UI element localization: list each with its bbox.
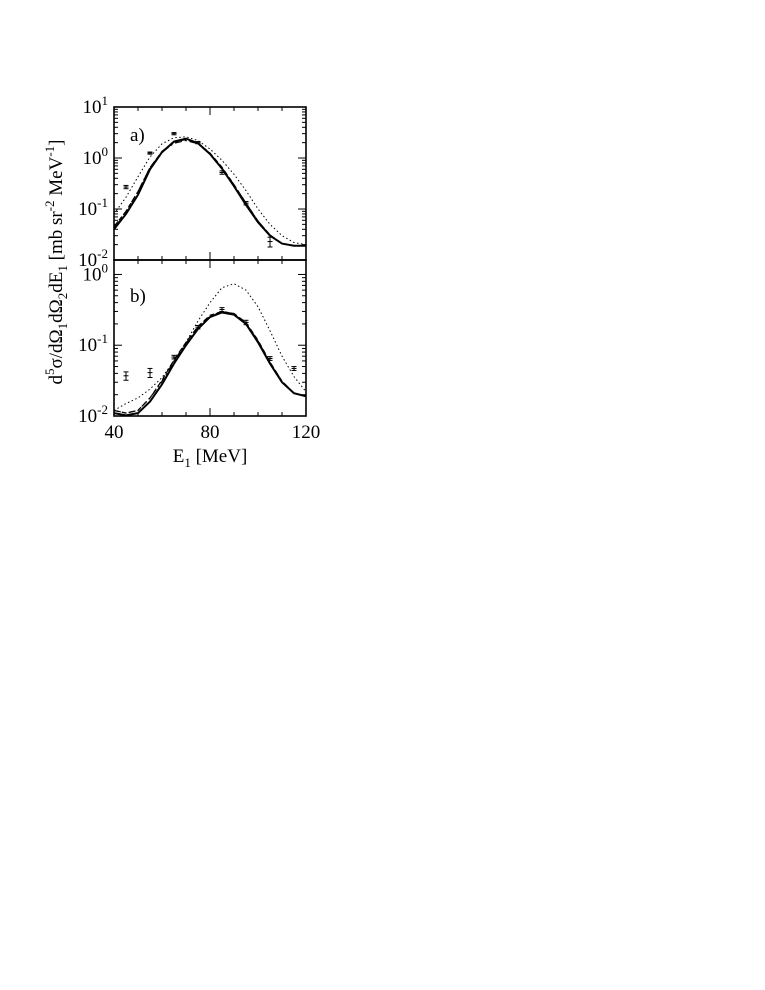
y-tick-label-exponent: 1 <box>102 93 109 108</box>
y-axis-title: d5σ/dΩ1dΩ2dE1 [mb sr-2 MeV-1] <box>42 139 70 384</box>
x-axis-title-sub: 1 <box>184 455 191 470</box>
panel-a-curve-dashed <box>114 138 306 247</box>
y-tick-label-exponent: -1 <box>97 331 108 346</box>
x-tick-label-80: 80 <box>201 422 220 443</box>
panel-b-y-tick-label: 100 <box>83 260 109 285</box>
y-axis-title-part: -2 <box>42 200 57 211</box>
y-axis-title-group: d5σ/dΩ1dΩ2dE1 [mb sr-2 MeV-1] <box>42 139 70 384</box>
x-axis-title-main: E <box>173 446 185 467</box>
y-axis-title-part: 1 <box>55 323 70 330</box>
y-axis-title-part: dΩ <box>46 299 67 323</box>
y-tick-label-base: 10 <box>83 148 102 169</box>
y-axis-title-part: -1 <box>42 146 57 157</box>
y-axis-title-part: σ/dΩ <box>46 329 67 368</box>
panel-b-curve-dashed <box>114 310 306 414</box>
panel-b-curve-solid <box>114 311 306 416</box>
x-axis-title: E1 [MeV] <box>173 446 248 470</box>
panel-b-y-tick-label: 10-2 <box>78 402 108 427</box>
panel-b-frame <box>113 259 307 417</box>
x-axis-title-unit: [MeV] <box>191 446 247 467</box>
panel-b-y-tick-label: 10-1 <box>78 331 108 356</box>
y-tick-label-exponent: -1 <box>97 195 108 210</box>
x-axis: 40 80 120 E1 [MeV] <box>105 422 321 470</box>
y-tick-label-base: 10 <box>78 250 97 271</box>
panel-a-y-tick-label: 101 <box>83 93 109 118</box>
y-tick-label-base: 10 <box>83 97 102 118</box>
panel-a-curve-dash-dot <box>114 139 306 247</box>
y-tick-label-base: 10 <box>78 335 97 356</box>
y-axis-title-part: 2 <box>55 293 70 300</box>
y-axis-title-part: ] <box>46 139 67 145</box>
y-tick-label-exponent: -2 <box>97 246 108 261</box>
y-tick-label-base: 10 <box>78 199 97 220</box>
panel-a-y-tick-label: 10-2 <box>78 246 108 271</box>
panel-a-label: a) <box>130 125 145 146</box>
y-axis-title-part: MeV <box>46 156 67 200</box>
y-tick-label-base: 10 <box>78 406 97 427</box>
y-tick-label-exponent: -2 <box>97 402 108 417</box>
panel-b-curve-dotted <box>114 283 306 411</box>
y-tick-label-base: 10 <box>83 264 102 285</box>
y-axis-title-part: [mb sr <box>46 211 67 266</box>
x-tick-label-120: 120 <box>292 422 321 443</box>
panel-a-curve-solid <box>114 137 306 247</box>
y-axis-title-part: dE <box>46 272 67 293</box>
x-tick-label-40: 40 <box>105 422 124 443</box>
y-axis-title-part: d <box>46 375 67 385</box>
panel-a-y-tick-label: 10-1 <box>78 195 108 220</box>
panel-a-y-tick-label: 100 <box>83 144 109 169</box>
y-tick-label-exponent: 0 <box>102 260 109 275</box>
y-tick-label-exponent: 0 <box>102 144 109 159</box>
y-axis-title-part: 1 <box>55 265 70 272</box>
panel-b-curve-dash-dot <box>114 310 306 414</box>
panel-b-label: b) <box>130 286 146 307</box>
y-axis-title-part: 5 <box>42 369 57 376</box>
panel-a-curve-dotted <box>114 136 306 246</box>
